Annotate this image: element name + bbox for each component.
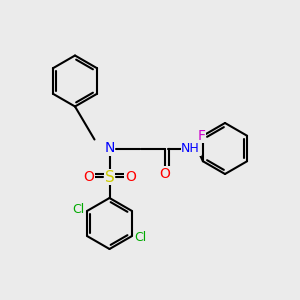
Text: F: F bbox=[197, 129, 206, 143]
Text: S: S bbox=[105, 169, 114, 184]
Text: NH: NH bbox=[181, 142, 200, 155]
Text: Cl: Cl bbox=[72, 203, 84, 216]
Text: O: O bbox=[160, 167, 170, 181]
Text: O: O bbox=[125, 170, 136, 184]
Text: N: N bbox=[104, 142, 115, 155]
Text: Cl: Cl bbox=[135, 231, 147, 244]
Text: O: O bbox=[83, 170, 94, 184]
